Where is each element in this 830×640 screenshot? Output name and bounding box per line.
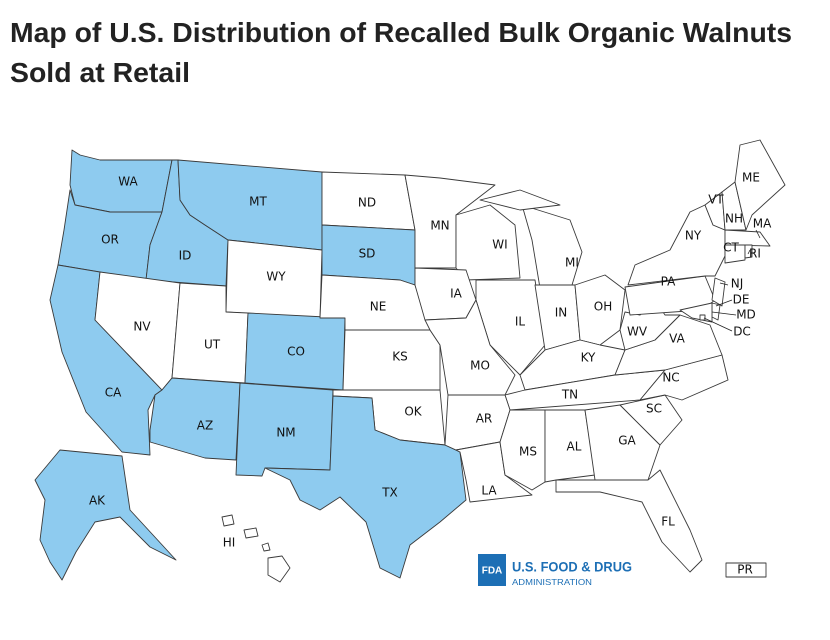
state-shape xyxy=(521,204,583,289)
state-shape xyxy=(267,555,291,583)
fda-logo: FDA U.S. FOOD & DRUG ADMINISTRATION xyxy=(478,554,632,587)
state-shape xyxy=(711,302,721,321)
title-line: Map of U.S. Distribution of Recalled Bul… xyxy=(10,17,792,48)
state-shape xyxy=(149,377,241,461)
state-label: MS xyxy=(519,445,537,459)
logo-mark: FDA xyxy=(482,566,503,577)
state-label: CO xyxy=(287,345,305,359)
state-label: MA xyxy=(753,217,772,231)
state-label: MI xyxy=(565,256,579,270)
state-label: TX xyxy=(381,486,398,500)
state-shape xyxy=(725,562,767,578)
state-label: AK xyxy=(89,494,106,508)
state-label: MO xyxy=(470,359,490,373)
state-shape xyxy=(264,395,467,579)
title-line: Sold at Retail xyxy=(10,57,190,88)
state-label: WY xyxy=(266,270,286,284)
state-label: NH xyxy=(725,212,743,226)
state-shape xyxy=(34,449,177,581)
states-layer xyxy=(34,139,786,583)
leader-line xyxy=(719,282,729,286)
state-label: DC xyxy=(733,325,751,339)
state-shape xyxy=(455,204,521,281)
state-label: AZ xyxy=(197,419,213,433)
state-label: AL xyxy=(567,440,582,454)
state-label: NJ xyxy=(731,277,744,291)
state-label: NM xyxy=(276,426,295,440)
state-label: IA xyxy=(450,287,463,301)
labels-layer: WA OR CA ID MT WY NV UT CO AZ NM ND SD NE KS OK TX MN WI MI… xyxy=(89,171,772,577)
state-shape xyxy=(555,469,703,573)
state-label: MD xyxy=(736,308,756,322)
state-label: HI xyxy=(223,536,236,550)
leader-line xyxy=(703,317,733,332)
state-label: SD xyxy=(359,247,376,261)
state-label: NV xyxy=(133,320,151,334)
state-label: PA xyxy=(661,275,676,289)
leader-line xyxy=(711,311,737,316)
state-label: ME xyxy=(742,171,760,185)
state-label: CT xyxy=(723,241,739,255)
state-shape xyxy=(221,514,235,527)
state-label: UT xyxy=(204,338,221,352)
state-label: KS xyxy=(392,350,408,364)
state-label: AR xyxy=(476,412,493,426)
state-label: IL xyxy=(515,315,526,329)
state-label: LA xyxy=(481,484,497,498)
state-shape xyxy=(584,404,661,481)
state-label: NY xyxy=(685,229,702,243)
state-label: CA xyxy=(105,386,122,400)
state-label: MN xyxy=(430,219,449,233)
state-label: OH xyxy=(594,300,612,314)
state-label: SC xyxy=(646,402,662,416)
state-shape xyxy=(342,329,441,391)
state-shape xyxy=(479,189,561,211)
leader-line xyxy=(755,229,761,239)
state-label: RI xyxy=(749,247,761,261)
logo-name: U.S. FOOD & DRUG xyxy=(512,559,632,575)
state-shape xyxy=(414,267,477,321)
leader-line xyxy=(715,299,733,307)
state-shape xyxy=(734,139,786,231)
state-label: DE xyxy=(733,293,750,307)
state-shape xyxy=(724,244,746,264)
state-label: KY xyxy=(581,351,596,365)
state-label: ND xyxy=(358,196,376,210)
state-label: NC xyxy=(662,371,679,385)
state-shape xyxy=(711,277,726,307)
state-label: WA xyxy=(118,175,138,189)
state-label: FL xyxy=(661,515,675,529)
state-label: MT xyxy=(249,195,267,209)
state-shape xyxy=(243,527,259,539)
state-label: WV xyxy=(627,325,648,339)
state-shape xyxy=(744,244,753,259)
state-label: VA xyxy=(669,332,685,346)
state-label: IN xyxy=(555,306,568,320)
state-label: TN xyxy=(561,388,578,402)
state-shape xyxy=(424,299,516,396)
state-label: VT xyxy=(708,193,724,207)
state-shape xyxy=(724,229,771,247)
state-label: OK xyxy=(404,405,422,419)
leader-lines xyxy=(703,229,761,332)
state-label: PR xyxy=(737,563,753,577)
state-label: GA xyxy=(618,434,636,448)
logo-subtitle: ADMINISTRATION xyxy=(512,578,592,587)
state-shape xyxy=(699,314,706,321)
state-label: NE xyxy=(370,300,387,314)
state-label: ID xyxy=(179,249,192,263)
state-label: OR xyxy=(101,233,119,247)
state-shape xyxy=(261,542,271,552)
leader-line xyxy=(747,249,751,255)
state-label: WI xyxy=(492,238,507,252)
state-shape xyxy=(544,409,596,483)
logo-mark-box xyxy=(478,554,506,586)
